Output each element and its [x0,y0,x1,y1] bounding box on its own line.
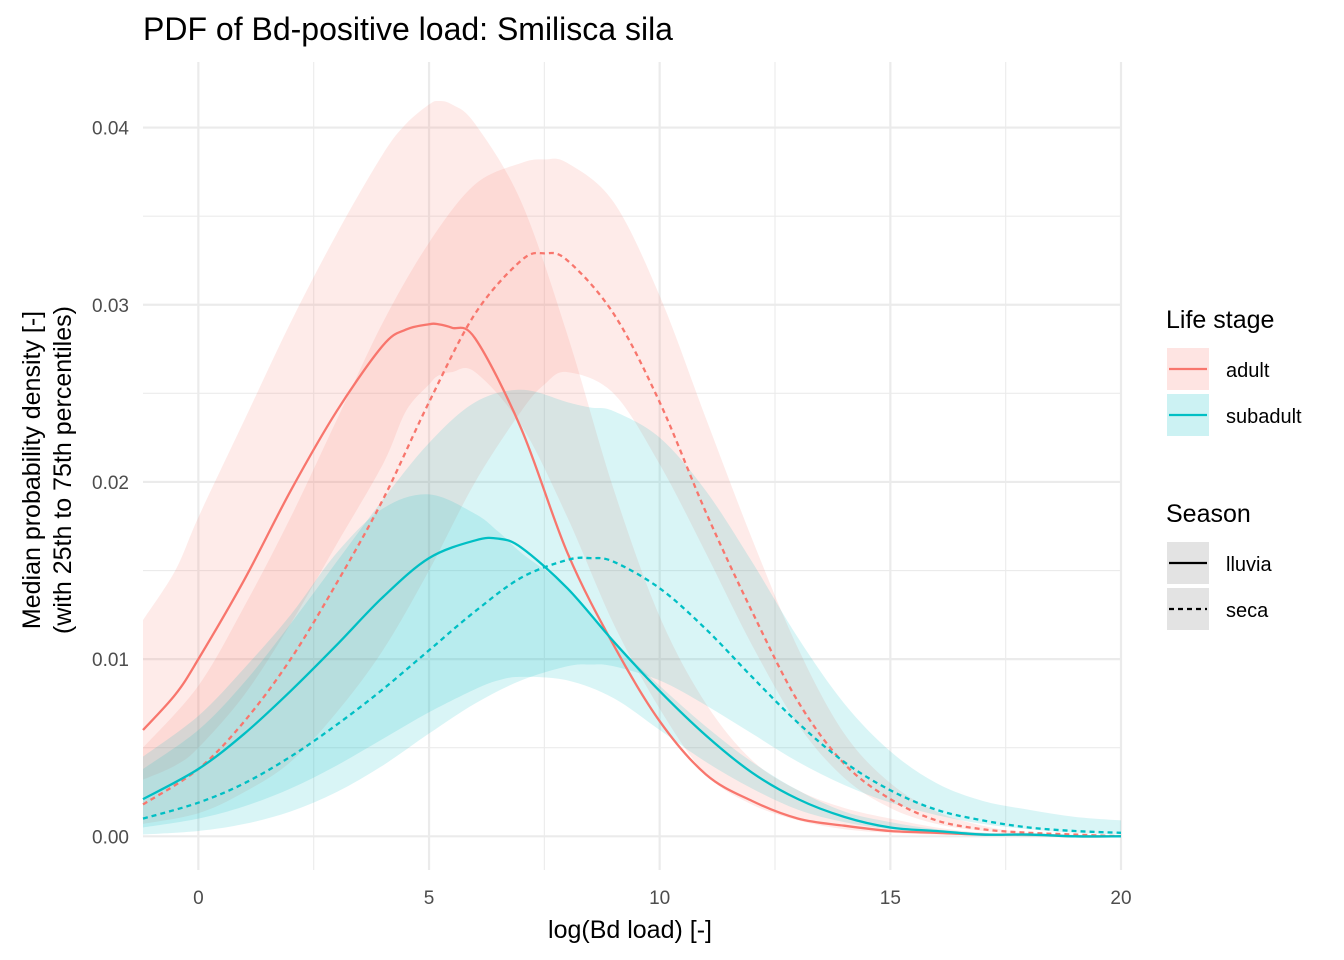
legend-life-stage-title: Life stage [1166,306,1274,334]
median-lines [142,251,1122,838]
ribbon-subadult-lluvia [143,494,1121,837]
y-tick-label: 0.00 [92,827,129,848]
x-tick-label: 10 [649,888,670,909]
y-axis-title-line-2: (with 25th to 75th percentiles) [49,306,77,634]
y-tick-label: 0.03 [92,296,129,317]
x-tick-label: 20 [1110,888,1131,909]
y-axis-title-line-1: Median probability density [-] [18,311,46,629]
y-axis-title: Median probability density [-] (with 25t… [18,306,77,634]
x-tick-label: 5 [424,888,435,909]
legend-label-adult: adult [1226,360,1270,382]
percentile-ribbons [143,100,1121,837]
ribbon-subadult-seca [143,389,1121,835]
chart-title: PDF of Bd-positive load: Smilisca sila [143,11,673,47]
line-subadult-lluvia [142,536,1122,838]
line-adult-seca [142,251,1122,838]
y-tick-label: 0.01 [92,650,129,671]
line-adult-lluvia [142,322,1122,838]
x-axis-title: log(Bd load) [-] [548,916,712,944]
line-subadult-seca [142,556,1122,834]
y-tick-label: 0.04 [92,119,129,140]
legend-label-subadult: subadult [1226,406,1302,428]
x-axis-ticks: 0 5 10 15 20 [193,888,1132,909]
legend-label-lluvia: lluvia [1226,554,1272,576]
y-axis-ticks: 0.00 0.01 0.02 0.03 0.04 [92,119,129,849]
legend-season-title: Season [1166,500,1251,528]
x-tick-label: 0 [193,888,204,909]
y-tick-label: 0.02 [92,473,129,494]
x-tick-label: 15 [880,888,901,909]
ribbon-adult-seca [143,158,1121,837]
legend: Life stage adult subadult Season lluvia … [1166,306,1302,630]
legend-label-seca: seca [1226,600,1269,622]
ribbon-adult-lluvia [143,100,1121,837]
grid-lines [143,62,1123,870]
